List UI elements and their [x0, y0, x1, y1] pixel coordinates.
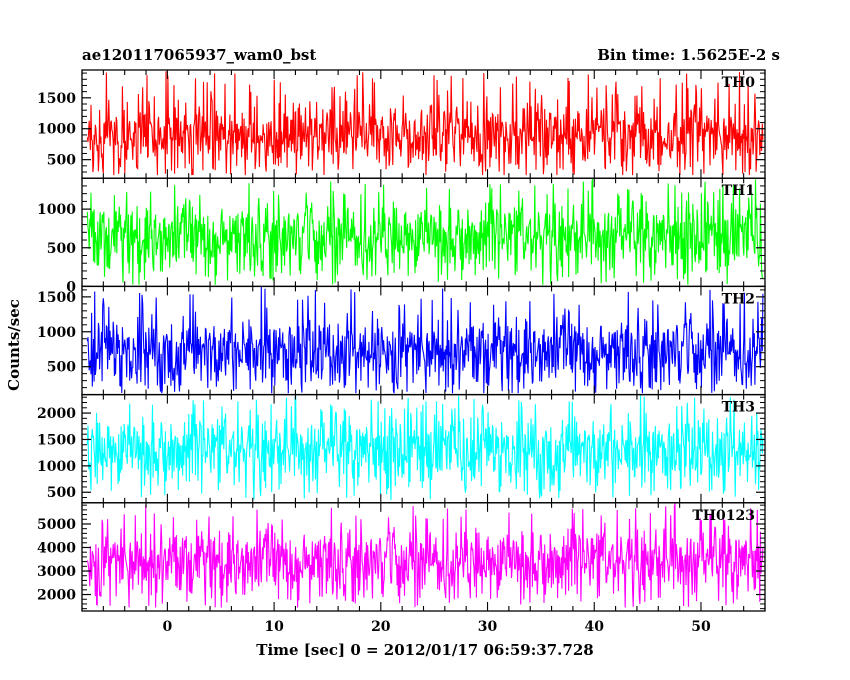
th2-ytick-label: 1500 — [37, 290, 76, 306]
th0-panel-label: TH0 — [722, 75, 756, 91]
th1-ytick-label: 1000 — [37, 202, 76, 218]
th0-ytick-label: 1500 — [37, 91, 76, 107]
x-axis-label: Time [sec] 0 = 2012/01/17 06:59:37.728 — [256, 641, 593, 659]
data-layer — [86, 71, 764, 608]
th0-ytick-label: 1000 — [37, 122, 76, 138]
frame-layer: TH050010001500TH105001000TH250010001500T… — [37, 69, 766, 635]
xtick-label: 40 — [585, 619, 605, 635]
text-layer: ae120117065937_wam0_bst Bin time: 1.5625… — [5, 46, 780, 659]
xtick-label: 10 — [264, 619, 284, 635]
th0-ytick-label: 500 — [47, 153, 76, 169]
th3-ytick-label: 1000 — [37, 459, 76, 475]
th2-series-line — [86, 286, 764, 394]
th3-series-line — [86, 394, 764, 501]
th0123-ytick-label: 5000 — [37, 517, 76, 533]
th2-panel-frame — [81, 285, 766, 396]
th0123-ytick-label: 3000 — [37, 564, 76, 580]
xtick-label: 30 — [478, 619, 498, 635]
xtick-label: 50 — [691, 619, 711, 635]
th1-series-line — [86, 178, 764, 285]
chart-subtitle: Bin time: 1.5625E-2 s — [597, 46, 780, 64]
th3-ytick-label: 1500 — [37, 432, 76, 448]
xtick-label: 0 — [163, 619, 173, 635]
th0123-ytick-label: 2000 — [37, 588, 76, 604]
chart-title: ae120117065937_wam0_bst — [82, 46, 316, 64]
th0123-ytick-label: 4000 — [37, 540, 76, 556]
th2-panel-label: TH2 — [722, 291, 755, 307]
th2-ytick-label: 1000 — [37, 325, 76, 341]
th0123-series-line — [86, 503, 764, 608]
th1-ytick-label: 500 — [47, 241, 76, 257]
th1-panel-label: TH1 — [722, 183, 755, 199]
th2-ytick-label: 500 — [47, 360, 76, 376]
y-axis-label: Counts/sec — [5, 299, 23, 391]
th3-ytick-label: 500 — [47, 485, 76, 501]
xtick-label: 20 — [371, 619, 391, 635]
th3-ytick-label: 2000 — [37, 406, 76, 422]
th0123-panel-label: TH0123 — [692, 508, 755, 524]
th3-panel-label: TH3 — [722, 400, 755, 416]
th1-ytick-label: 0 — [66, 279, 76, 295]
th0-series-line — [86, 71, 764, 176]
